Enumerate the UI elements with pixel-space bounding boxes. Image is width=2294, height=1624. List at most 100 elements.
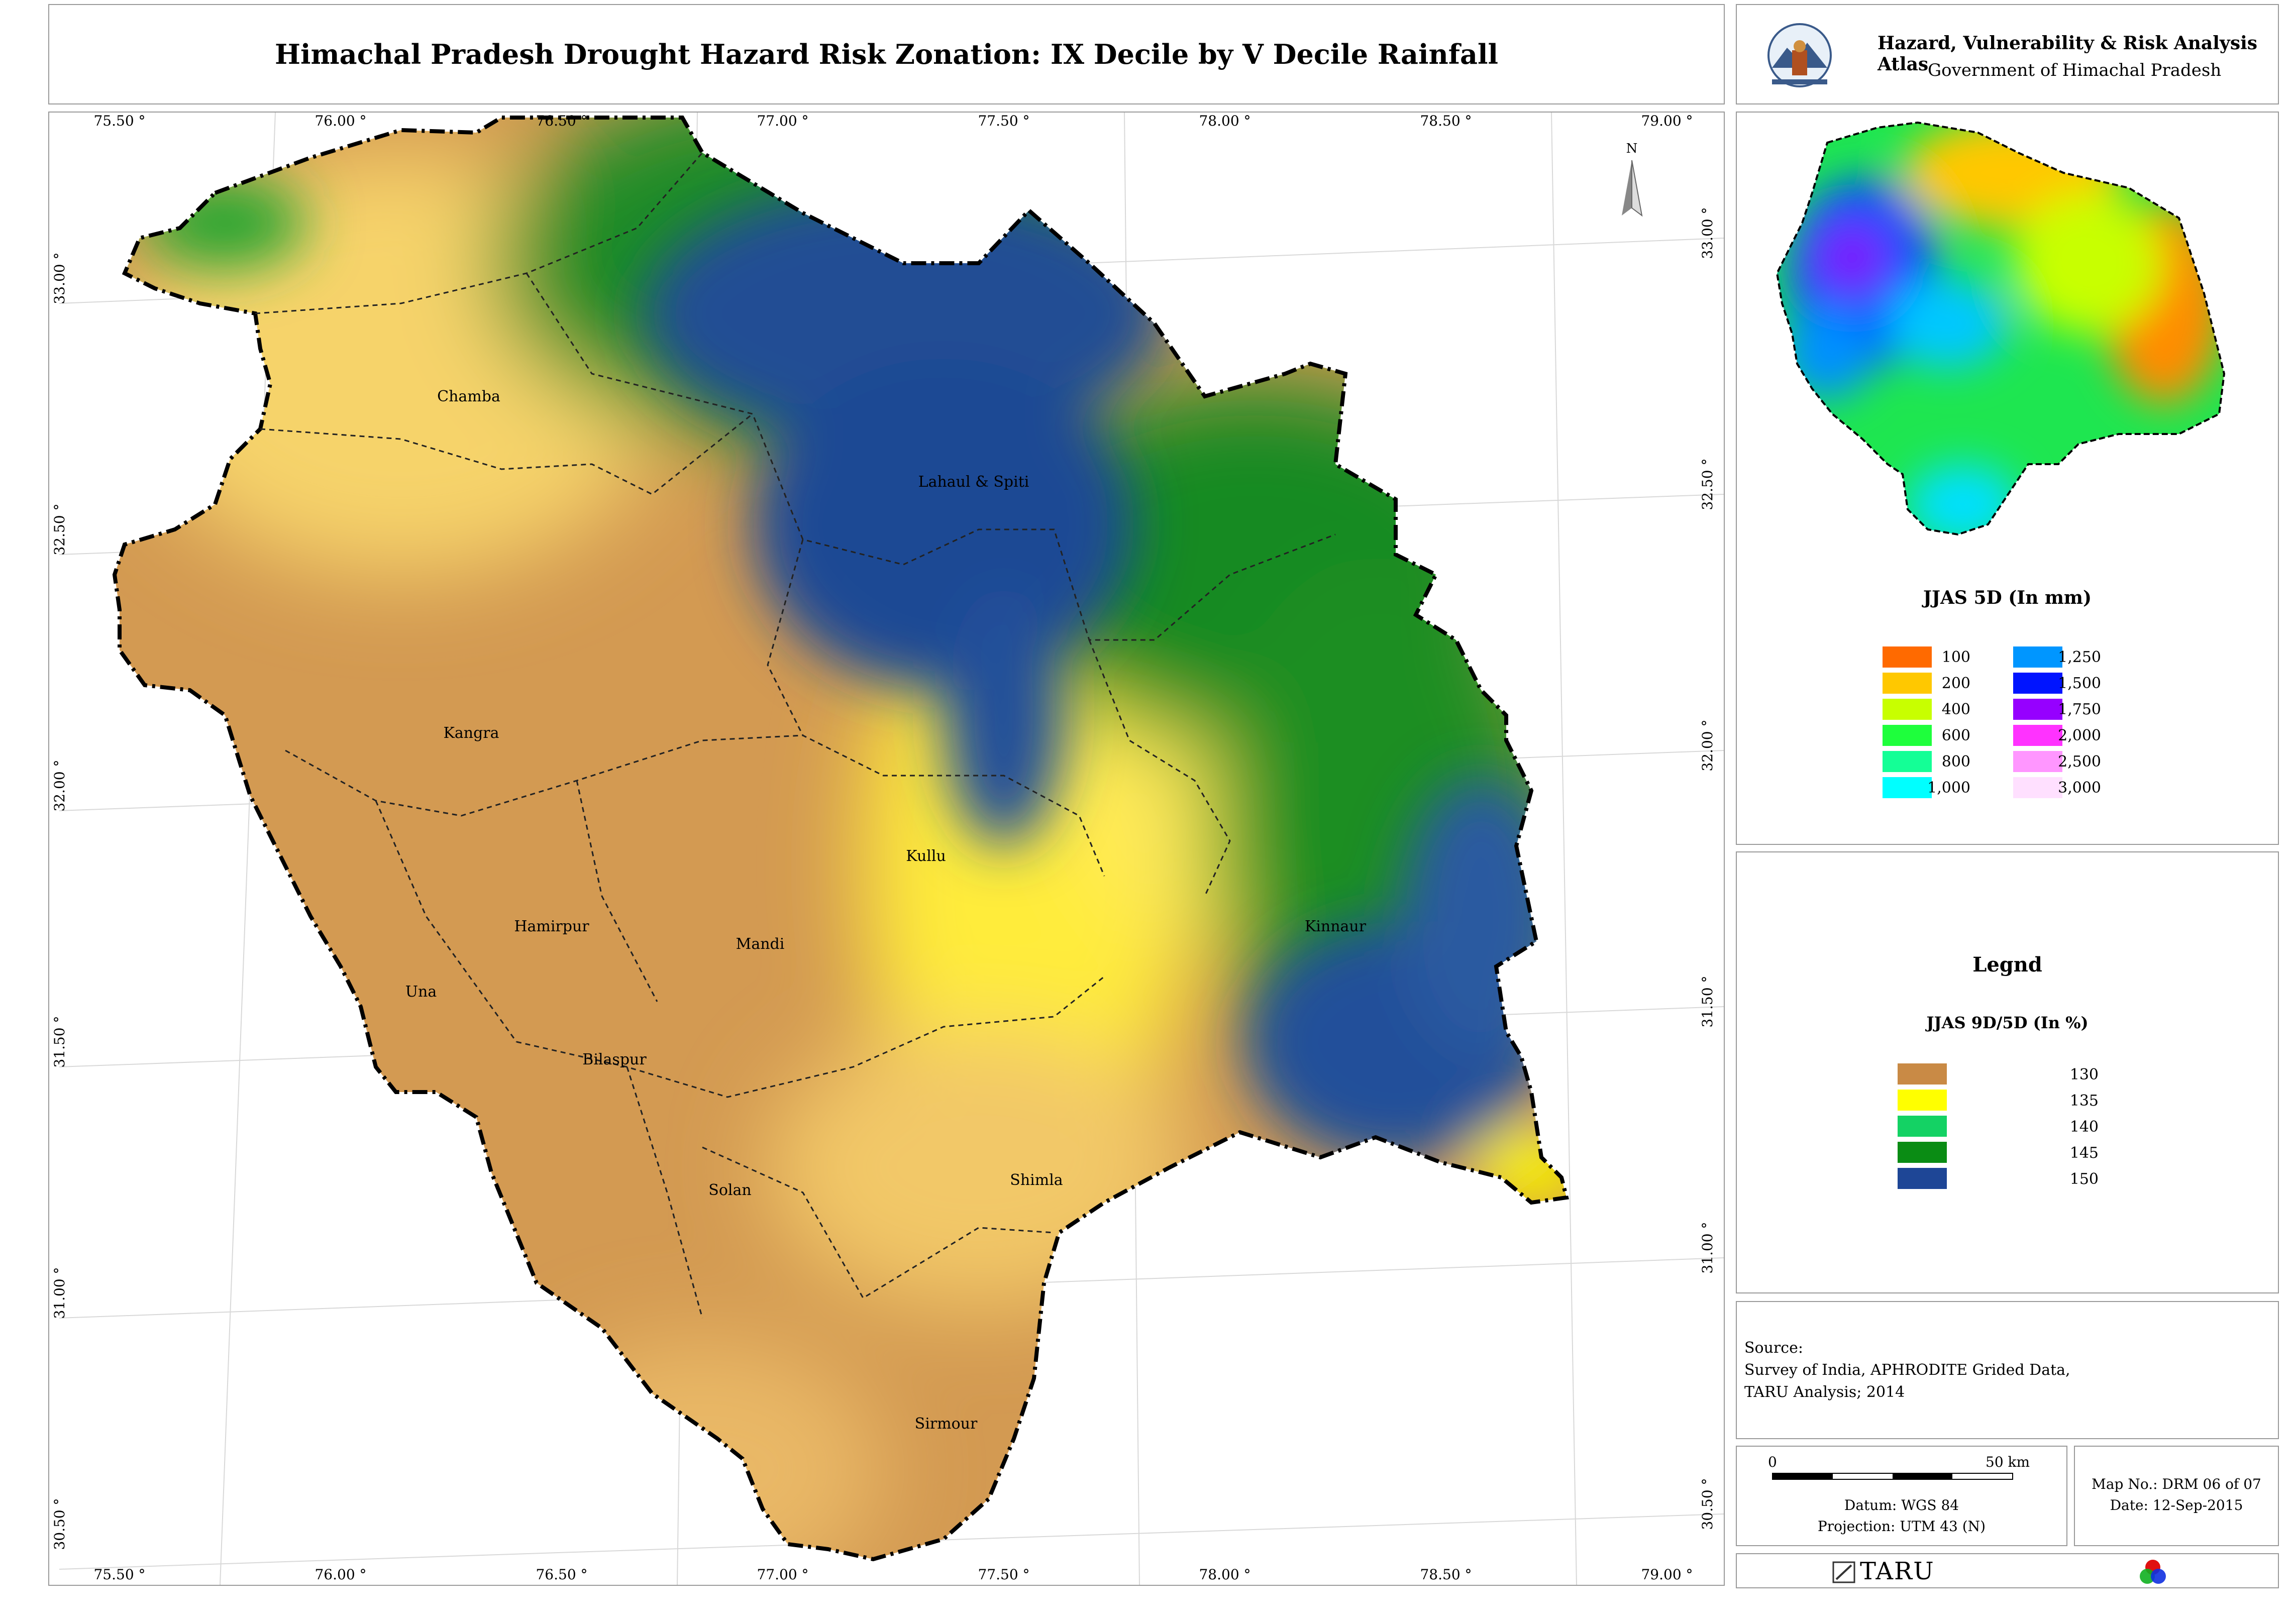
district-label: Kinnaur [1305,918,1367,935]
legend-label: 1,000 [1927,779,1970,797]
x-tick-label: 75.50 ° [93,113,145,129]
x-tick-label: 75.50 ° [93,1566,145,1583]
district-boundaries [255,152,1336,1319]
y-tick-label: 32.50 ° [1699,458,1716,510]
x-tick-label: 79.00 ° [1641,113,1693,129]
district-label: Solan [708,1181,751,1199]
legend-label: 140 [2069,1118,2099,1136]
y-tick-label: 33.00 ° [51,252,68,304]
legend-subtitle: JJAS 9D/5D (In %) [1926,1013,2089,1032]
y-tick-label: 31.00 ° [51,1267,68,1319]
scalebar-end-label: 50 km [1986,1454,2030,1470]
x-tick-label: 76.00 ° [315,1566,366,1583]
source-line: TARU Analysis; 2014 [1744,1383,1905,1401]
legend-label: 1,750 [2058,701,2101,718]
legend-label: 400 [1941,701,1970,718]
legend-label: 135 [2069,1092,2099,1110]
legend-swatch [2013,646,2062,668]
y-tick-label: 32.50 ° [51,503,68,555]
x-tick-label: 78.50 ° [1420,113,1472,129]
inset-map [1776,121,2226,536]
title-panel: Himachal Pradesh Drought Hazard Risk Zon… [48,4,1725,104]
north-arrow-icon: N [1622,141,1643,217]
scale-panel: 0 50 km Datum: WGS 84 Projection: UTM 43… [1736,1446,2067,1546]
source-panel: Source: Survey of India, APHRODITE Gride… [1736,1301,2279,1439]
inset-panel: JJAS 5D (In mm) 100 200 400 600 800 1,00… [1736,112,2279,845]
legend-swatch [1898,1168,1947,1189]
x-tick-label: 77.00 ° [757,1566,808,1583]
map-number: Map No.: DRM 06 of 07 [2092,1476,2261,1492]
legend-swatch [1883,777,1932,798]
y-tick-label: 32.00 ° [1699,719,1716,771]
legend-label: 100 [1941,648,1970,666]
x-tick-label: 78.00 ° [1199,1566,1250,1583]
legend-label: 200 [1941,675,1970,692]
scalebar [1772,1473,2013,1480]
legend-title: Legnd [1972,953,2042,977]
x-tick-label: 78.00 ° [1199,113,1250,129]
district-label: Hamirpur [514,918,589,935]
legend-swatch [1898,1142,1947,1163]
legend-swatch [1883,699,1932,720]
map-date: Date: 12-Sep-2015 [2110,1497,2243,1513]
legend-swatch [1898,1116,1947,1137]
district-label: Kullu [906,847,946,865]
hazard-surface [115,118,1567,1559]
x-tick-label: 78.50 ° [1420,1566,1472,1583]
district-label: Shimla [1010,1171,1063,1189]
footer-panel: TARU [1736,1553,2279,1588]
x-tick-label: 77.00 ° [757,113,808,129]
y-axis-labels-left: 33.00 ° 32.50 ° 32.00 ° 31.50 ° 31.00 ° … [51,252,68,1550]
main-map-frame: 75.50 ° 76.00 ° 76.50 ° 77.00 ° 77.50 ° … [48,112,1725,1586]
y-tick-label: 31.50 ° [1699,976,1716,1027]
legend-label: 145 [2069,1144,2099,1162]
source-heading: Source: [1744,1339,1803,1357]
x-axis-labels-top: 75.50 ° 76.00 ° 76.50 ° 77.00 ° 77.50 ° … [93,113,1693,129]
y-tick-label: 32.00 ° [51,760,68,811]
legend-label: 2,500 [2058,753,2101,771]
legend-label: 1,250 [2058,648,2101,666]
district-labels: Chamba Lahaul & Spiti Kangra Kullu Hamir… [405,388,1367,1433]
y-tick-label: 33.00 ° [1699,207,1716,259]
svg-text:N: N [1626,141,1638,156]
main-map: 75.50 ° 76.00 ° 76.50 ° 77.00 ° 77.50 ° … [51,113,1724,1585]
scalebar-start-label: 0 [1768,1454,1777,1470]
district-label: Bilaspur [582,1051,647,1068]
legend-label: 1,500 [2058,675,2101,692]
projection-text: Projection: UTM 43 (N) [1817,1518,1986,1535]
y-tick-label: 30.50 ° [1699,1478,1716,1530]
legend-swatch [2013,699,2062,720]
taru-logo-icon [1832,1561,1855,1583]
rgb-circles-icon [2140,1560,2166,1584]
legend-label: 2,000 [2058,727,2101,744]
y-axis-labels-right: 33.00 ° 32.50 ° 32.00 ° 31.50 ° 31.00 ° … [1699,207,1716,1530]
source-text: Source: Survey of India, APHRODITE Gride… [1744,1337,2070,1403]
inset-legend-title: JJAS 5D (In mm) [1923,587,2092,608]
district-label: Mandi [736,935,785,953]
legend-label: 130 [2069,1066,2099,1084]
district-label: Lahaul & Spiti [918,473,1029,491]
map-title: Himachal Pradesh Drought Hazard Risk Zon… [274,38,1499,70]
y-tick-label: 31.00 ° [1699,1222,1716,1273]
x-axis-labels-bottom: 75.50 ° 76.00 ° 76.50 ° 77.00 ° 77.50 ° … [93,1566,1693,1583]
x-tick-label: 76.00 ° [315,113,366,129]
legend-swatch [1883,673,1932,694]
legend-swatch [2013,673,2062,694]
legend-panel: Legnd JJAS 9D/5D (In %) 130 135 140 145 … [1736,851,2279,1293]
legend-label: 3,000 [2058,779,2101,797]
legend-swatch [2013,751,2062,772]
x-tick-label: 79.00 ° [1641,1566,1693,1583]
legend-label: 800 [1941,753,1970,771]
district-label: Sirmour [915,1415,978,1433]
x-tick-label: 76.50 ° [536,1566,587,1583]
x-tick-label: 77.50 ° [978,1566,1029,1583]
y-tick-label: 30.50 ° [51,1498,68,1550]
government-name: Government of Himachal Pradesh [1928,60,2222,80]
brand-name: TARU [1860,1557,1935,1585]
legend-label: 150 [2069,1170,2099,1188]
legend-swatch [1898,1063,1947,1085]
map-info-panel: Map No.: DRM 06 of 07 Date: 12-Sep-2015 [2074,1446,2279,1546]
legend-label: 600 [1941,727,1970,744]
datum-text: Datum: WGS 84 [1844,1497,1959,1513]
district-label: Kangra [443,724,499,742]
